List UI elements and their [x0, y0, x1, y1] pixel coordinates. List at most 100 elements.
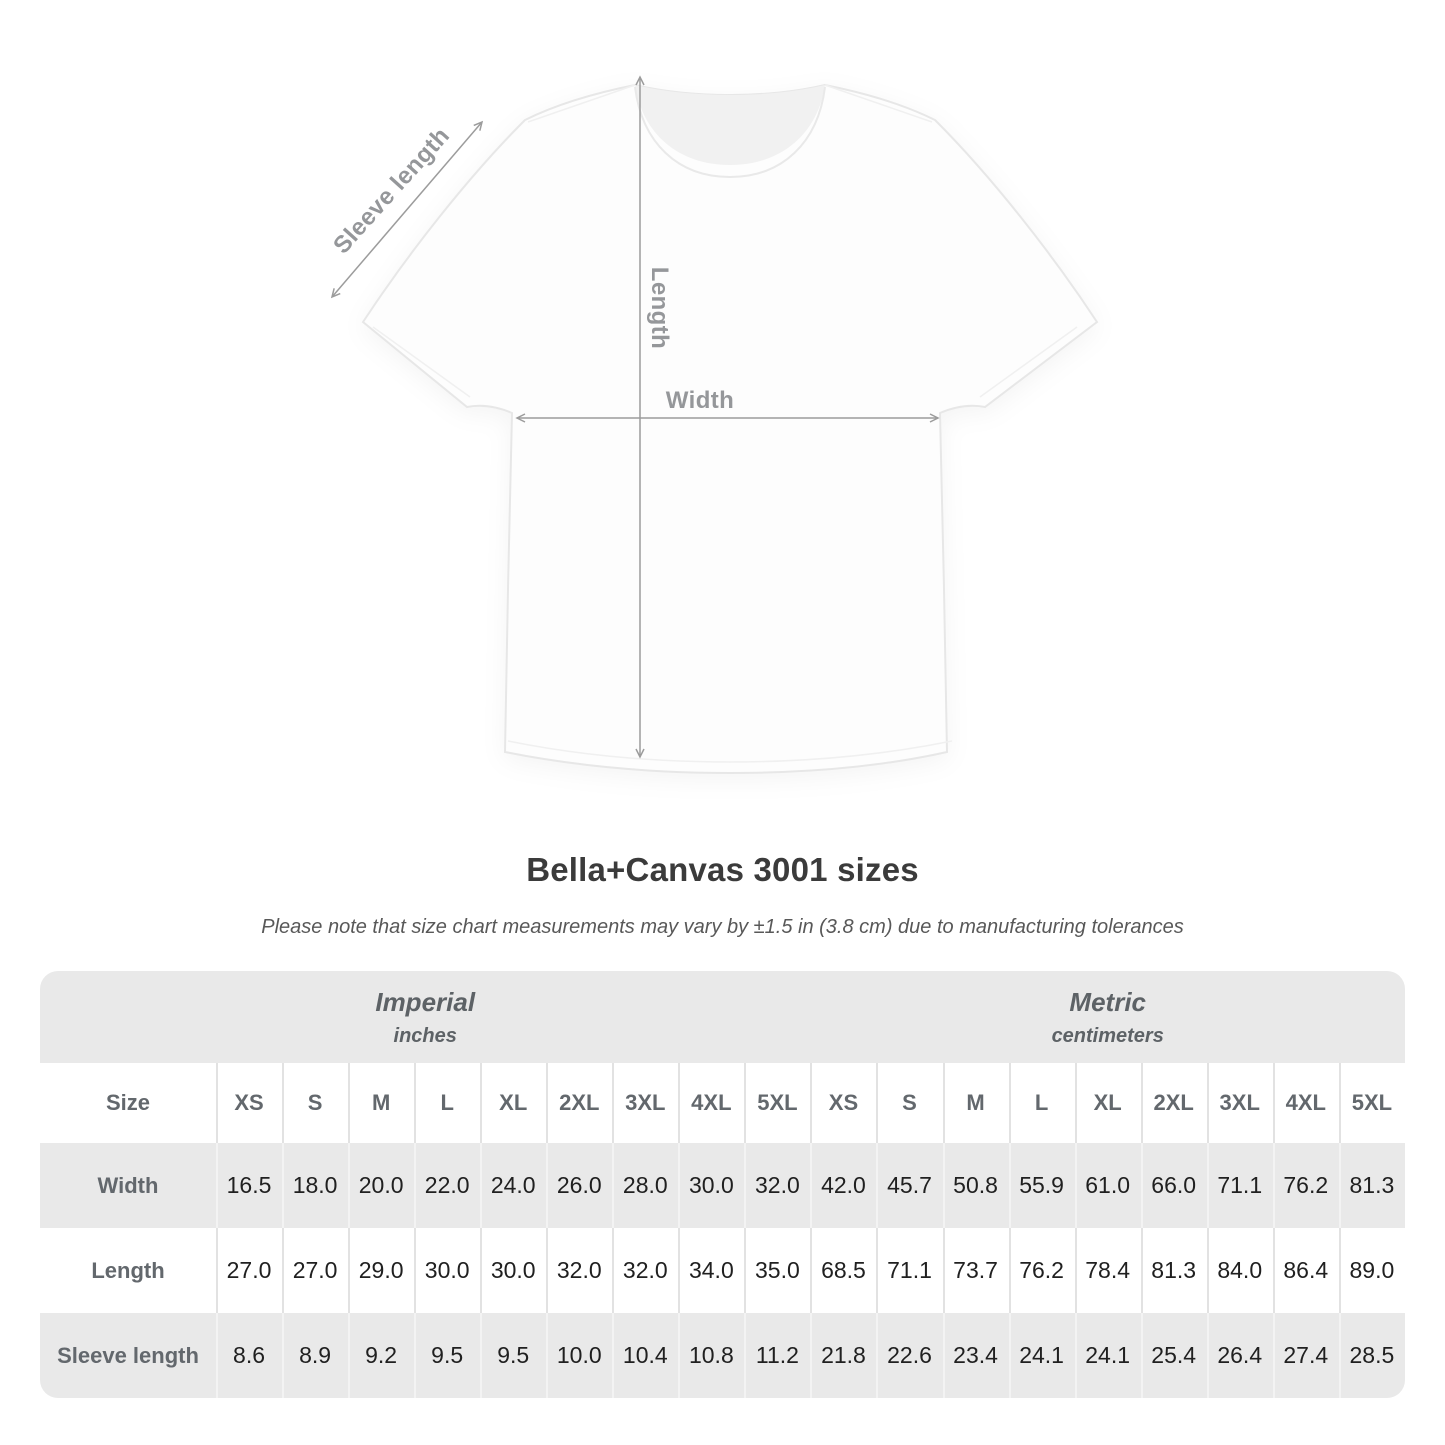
value-cell: 71.1 — [1206, 1143, 1273, 1228]
value-cell: 30.0 — [414, 1228, 481, 1313]
value-cell: 81.3 — [1140, 1228, 1207, 1313]
size-header-cell: XL — [1074, 1063, 1141, 1143]
metric-unit-label: centimeters — [1051, 1024, 1164, 1047]
value-cell: 89.0 — [1338, 1228, 1405, 1313]
size-header-cell: 4XL — [1272, 1063, 1339, 1143]
value-cell: 11.2 — [744, 1313, 811, 1398]
length-label: Length — [646, 266, 673, 350]
value-cell: 10.0 — [546, 1313, 613, 1398]
size-chart-table: Imperial inches Metric centimeters Size … — [40, 971, 1405, 1398]
value-cell: 9.2 — [348, 1313, 415, 1398]
row-label: Sleeve length — [40, 1313, 216, 1398]
value-cell: 68.5 — [810, 1228, 877, 1313]
value-cell: 86.4 — [1272, 1228, 1339, 1313]
value-cell: 66.0 — [1140, 1143, 1207, 1228]
value-cell: 22.6 — [876, 1313, 943, 1398]
value-cell: 28.5 — [1338, 1313, 1405, 1398]
value-cell: 8.9 — [282, 1313, 349, 1398]
tolerance-note: Please note that size chart measurements… — [261, 916, 1184, 938]
row-label: Length — [40, 1228, 216, 1313]
value-cell: 26.0 — [546, 1143, 613, 1228]
size-header-cell: XS — [810, 1063, 877, 1143]
width-label: Width — [665, 387, 735, 414]
value-cell: 9.5 — [480, 1313, 547, 1398]
size-column-header: Size — [40, 1063, 216, 1143]
metric-label: Metric — [1069, 986, 1146, 1017]
size-table: Imperial inches Metric centimeters Size … — [40, 971, 1405, 1398]
value-cell: 30.0 — [678, 1143, 745, 1228]
value-cell: 78.4 — [1074, 1228, 1141, 1313]
size-header-cell: S — [876, 1063, 943, 1143]
size-header-row: Size XS S M L XL 2XL 3XL 4XL 5XL XS S M L XL 2XL 3XL 4XL… — [40, 1063, 1405, 1143]
imperial-label: Imperial — [375, 986, 476, 1017]
size-header-cell: XS — [216, 1063, 283, 1143]
size-header-cell: 2XL — [546, 1063, 613, 1143]
value-cell: 28.0 — [612, 1143, 679, 1228]
tshirt-shape — [361, 83, 1099, 775]
value-cell: 24.1 — [1008, 1313, 1075, 1398]
value-cell: 34.0 — [678, 1228, 745, 1313]
value-cell: 29.0 — [348, 1228, 415, 1313]
shoulder-seam-right — [824, 84, 933, 123]
value-cell: 26.4 — [1206, 1313, 1273, 1398]
imperial-unit-label: inches — [393, 1024, 457, 1047]
value-cell: 10.4 — [612, 1313, 679, 1398]
size-header-cell: XL — [480, 1063, 547, 1143]
size-header-cell: L — [414, 1063, 481, 1143]
value-cell: 32.0 — [744, 1143, 811, 1228]
value-cell: 21.8 — [810, 1313, 877, 1398]
value-cell: 30.0 — [480, 1228, 547, 1313]
value-cell: 76.2 — [1272, 1143, 1339, 1228]
size-header-cell: 5XL — [744, 1063, 811, 1143]
value-cell: 32.0 — [546, 1228, 613, 1313]
value-cell: 73.7 — [942, 1228, 1009, 1313]
metric-header: Metric centimeters — [810, 971, 1405, 1063]
imperial-header: Imperial inches — [40, 971, 811, 1063]
value-cell: 18.0 — [282, 1143, 349, 1228]
value-cell: 22.0 — [414, 1143, 481, 1228]
table-row: Sleeve length 8.6 8.9 9.2 9.5 9.5 10.0 10.4 10.8… — [40, 1313, 1405, 1398]
value-cell: 35.0 — [744, 1228, 811, 1313]
size-header-cell: S — [282, 1063, 349, 1143]
value-cell: 10.8 — [678, 1313, 745, 1398]
unit-header-row: Imperial inches Metric centimeters — [40, 971, 1405, 1063]
value-cell: 24.1 — [1074, 1313, 1141, 1398]
row-label: Width — [40, 1143, 216, 1228]
shoulder-seam-left — [527, 84, 636, 123]
size-header-cell: 3XL — [612, 1063, 679, 1143]
table-row: Width 16.5 18.0 20.0 22.0 24.0 26.0 28.0 30.0 32.… — [40, 1143, 1405, 1228]
value-cell: 23.4 — [942, 1313, 1009, 1398]
size-header-cell: M — [942, 1063, 1009, 1143]
size-header-cell: L — [1008, 1063, 1075, 1143]
value-cell: 84.0 — [1206, 1228, 1273, 1313]
size-header-cell: 3XL — [1206, 1063, 1273, 1143]
value-cell: 9.5 — [414, 1313, 481, 1398]
value-cell: 45.7 — [876, 1143, 943, 1228]
size-header-cell: M — [348, 1063, 415, 1143]
value-cell: 50.8 — [942, 1143, 1009, 1228]
value-cell: 55.9 — [1008, 1143, 1075, 1228]
value-cell: 32.0 — [612, 1228, 679, 1313]
value-cell: 8.6 — [216, 1313, 283, 1398]
value-cell: 27.0 — [216, 1228, 283, 1313]
value-cell: 61.0 — [1074, 1143, 1141, 1228]
value-cell: 25.4 — [1140, 1313, 1207, 1398]
value-cell: 24.0 — [480, 1143, 547, 1228]
value-cell: 81.3 — [1338, 1143, 1405, 1228]
value-cell: 27.4 — [1272, 1313, 1339, 1398]
size-header-cell: 4XL — [678, 1063, 745, 1143]
sleeve-length-arrow — [330, 120, 484, 299]
tshirt-figure: Sleeve length Length Width — [320, 65, 1130, 810]
value-cell: 42.0 — [810, 1143, 877, 1228]
table-row: Length 27.0 27.0 29.0 30.0 30.0 32.0 32.0 34.0 35… — [40, 1228, 1405, 1313]
value-cell: 20.0 — [348, 1143, 415, 1228]
value-cell: 27.0 — [282, 1228, 349, 1313]
size-header-cell: 5XL — [1338, 1063, 1405, 1143]
tshirt-illustration — [330, 75, 1099, 775]
size-header-cell: 2XL — [1140, 1063, 1207, 1143]
value-cell: 16.5 — [216, 1143, 283, 1228]
value-cell: 71.1 — [876, 1228, 943, 1313]
page-title: Bella+Canvas 3001 sizes — [526, 851, 919, 888]
value-cell: 76.2 — [1008, 1228, 1075, 1313]
